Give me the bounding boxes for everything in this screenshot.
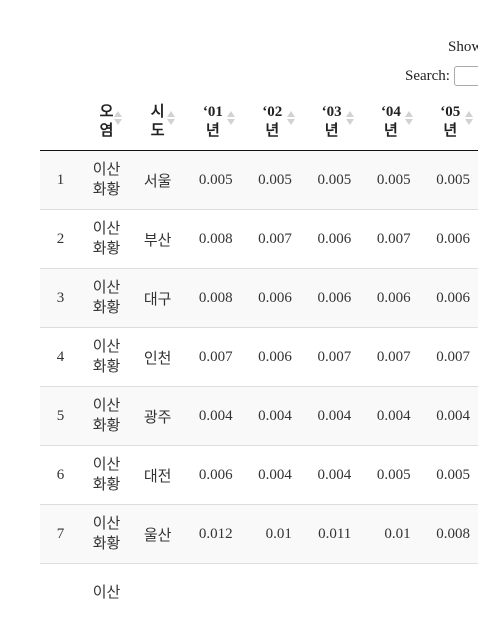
value-cell: 0.008 (183, 268, 243, 328)
value-cell: 0.007 (301, 327, 362, 387)
row-index: 6 (40, 445, 81, 505)
value-cell: 0.007 (420, 327, 478, 387)
value-cell: 0.005 (258, 171, 292, 188)
value-cell: 0.008 (420, 504, 478, 564)
value-cell: 0.007 (242, 209, 302, 269)
value-cell: 0.005 (361, 445, 421, 505)
sort-icon (227, 111, 236, 125)
value-cell: 0.006 (242, 327, 302, 387)
pollutant-cell: 이산 화황 (80, 504, 133, 564)
value-cell: 0.006 (361, 268, 421, 328)
region-cell: 울산 (132, 504, 184, 564)
pollutant-cell: 이산 화황 (80, 386, 133, 446)
table-row: 3 이산 화황 대구 0.008 0.006 0.006 0.006 0.006 (40, 268, 478, 328)
value-cell: 0.012 (183, 504, 243, 564)
value-cell: 0.008 (183, 209, 243, 269)
region-cell: 대구 (132, 268, 184, 328)
table-row: 이산 (40, 563, 478, 623)
sort-icon (167, 111, 176, 125)
region-cell: 광주 (132, 386, 184, 446)
sort-icon (464, 111, 473, 125)
value-cell: 0.007 (183, 327, 243, 387)
value-cell: 0.006 (301, 268, 362, 328)
pollutant-cell: 이산 화황 (80, 327, 133, 387)
sort-icon (345, 111, 354, 125)
value-cell: 0.007 (361, 209, 421, 269)
column-header-2001[interactable]: ‘01 년 (183, 94, 243, 151)
value-cell: 0.006 (420, 268, 478, 328)
pollutant-cell: 이산 화황 (80, 209, 133, 269)
value-cell (242, 563, 302, 623)
value-cell: 0.005 (198, 171, 233, 188)
column-header-2002[interactable]: ‘02 년 (242, 94, 302, 151)
table-row: 7 이산 화황 울산 0.012 0.01 0.011 0.01 0.008 (40, 504, 478, 564)
value-cell (301, 563, 362, 623)
pollutant-cell: 이산 (80, 563, 133, 623)
show-label: Show (448, 39, 478, 55)
region-cell: 대전 (132, 445, 184, 505)
pollutant-cell: 이산 화황 (80, 445, 133, 505)
row-index: 2 (40, 209, 81, 269)
value-cell: 0.004 (242, 445, 302, 505)
value-cell: 0.011 (301, 504, 362, 564)
region-cell: 서울 (143, 173, 172, 190)
table-row: 4 이산 화황 인천 0.007 0.006 0.007 0.007 0.007 (40, 327, 478, 387)
value-cell: 0.004 (301, 386, 362, 446)
value-cell: 0.004 (301, 445, 362, 505)
search-label: Search: (405, 67, 450, 84)
value-cell: 0.006 (242, 268, 302, 328)
row-index: 4 (40, 327, 81, 387)
value-cell: 0.006 (183, 445, 243, 505)
region-cell: 인천 (132, 327, 184, 387)
pollutant-cell: 이산 화황 (92, 162, 121, 198)
value-cell: 0.005 (436, 171, 470, 188)
table-row: 6 이산 화황 대전 0.006 0.004 0.004 0.005 0.005 (40, 445, 478, 505)
row-index: 1 (56, 171, 65, 188)
region-cell (132, 563, 184, 623)
value-cell: 0.01 (242, 504, 302, 564)
value-cell (420, 563, 478, 623)
value-cell: 0.005 (317, 171, 352, 188)
search-control: Search: (405, 66, 478, 86)
value-cell: 0.005 (420, 445, 478, 505)
search-input[interactable] (453, 66, 478, 86)
page-length-control: Show (448, 39, 478, 56)
row-index: 5 (40, 386, 81, 446)
sort-icon (286, 111, 295, 125)
value-cell: 0.004 (183, 386, 243, 446)
value-cell (183, 563, 243, 623)
row-index (40, 563, 81, 623)
table-row: 2 이산 화황 부산 0.008 0.007 0.006 0.007 0.006 (40, 209, 478, 269)
row-index: 7 (40, 504, 81, 564)
value-cell: 0.007 (361, 327, 421, 387)
value-cell (361, 563, 421, 623)
column-header-2005[interactable]: ‘05 년 (420, 94, 478, 151)
value-cell: 0.006 (301, 209, 362, 269)
pollutant-cell: 이산 화황 (80, 268, 133, 328)
value-cell: 0.005 (376, 171, 411, 188)
sort-icon (405, 111, 414, 125)
value-cell: 0.01 (361, 504, 421, 564)
column-header-2004[interactable]: ‘04 년 (361, 94, 421, 151)
table-row: 5 이산 화황 광주 0.004 0.004 0.004 0.004 0.004 (40, 386, 478, 446)
table-body: 1 이산 화황 서울 0.005 0.005 0.005 0.005 0.005 2 이산 화황 부산 0… (40, 150, 478, 623)
value-cell: 0.004 (420, 386, 478, 446)
region-cell: 부산 (132, 209, 184, 269)
value-cell: 0.006 (420, 209, 478, 269)
value-cell: 0.004 (242, 386, 302, 446)
value-cell: 0.004 (361, 386, 421, 446)
table-row: 1 이산 화황 서울 0.005 0.005 0.005 0.005 0.005 (40, 150, 478, 210)
row-index: 3 (40, 268, 81, 328)
column-header-2003[interactable]: ‘03 년 (301, 94, 362, 151)
column-header-index (40, 94, 81, 151)
sort-icon (113, 111, 122, 125)
